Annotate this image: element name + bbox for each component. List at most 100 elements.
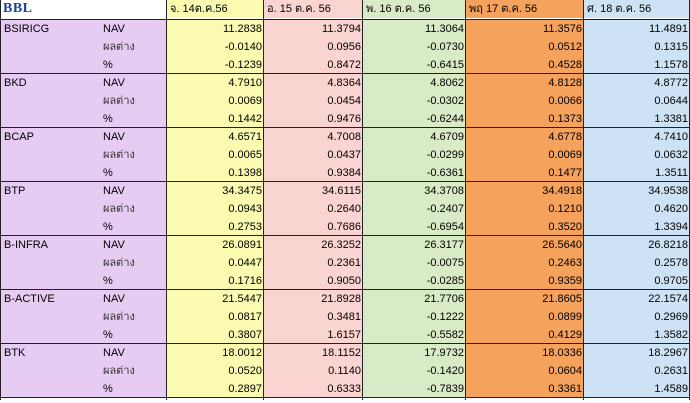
value-cell: 26.5640 (466, 236, 584, 254)
row-label: NAV (101, 290, 167, 308)
row-label: % (101, 218, 167, 236)
value-cell: -0.1222 (363, 308, 466, 326)
value-cell: 34.4918 (466, 182, 584, 200)
value-cell: -0.0299 (363, 146, 466, 164)
row-label: NAV (101, 20, 167, 38)
value-cell: -0.0730 (363, 38, 466, 56)
fund-name-spacer (0, 110, 101, 128)
value-cell: 4.6709 (363, 128, 466, 146)
pct-row: % 0.3807 1.6157 -0.5582 0.4129 1.3582 (0, 326, 690, 344)
fund-name-spacer (0, 362, 101, 380)
value-cell: -0.1420 (363, 362, 466, 380)
row-label: % (101, 326, 167, 344)
value-cell: 21.8605 (466, 290, 584, 308)
fund-name-spacer (0, 380, 101, 398)
value-cell: 0.0956 (264, 38, 363, 56)
pct-row: % 0.2753 0.7686 -0.6954 0.3520 1.3394 (0, 218, 690, 236)
fund-name: BTP (0, 182, 101, 200)
value-cell: 0.0069 (466, 146, 584, 164)
value-cell: 0.3481 (264, 308, 363, 326)
nav-row: BTP NAV 34.3475 34.6115 34.3708 34.4918 34.953… (0, 182, 690, 200)
diff-row: ผลต่าง 0.0817 0.3481 -0.1222 0.0899 0.2969 (0, 308, 690, 326)
pct-row: % -0.1239 0.8472 -0.6415 0.4528 1.1578 (0, 56, 690, 74)
fund-name-spacer (0, 308, 101, 326)
value-cell: 0.9384 (264, 164, 363, 182)
value-cell: -0.5582 (363, 326, 466, 344)
column-separator (362, 0, 363, 403)
diff-row: ผลต่าง -0.0140 0.0956 -0.0730 0.0512 0.1315 (0, 38, 690, 56)
value-cell: 18.2967 (584, 344, 690, 362)
value-cell: 21.8928 (264, 290, 363, 308)
value-cell: 0.9359 (466, 272, 584, 290)
value-cell: 0.0817 (167, 308, 264, 326)
column-separator (0, 0, 1, 403)
value-cell: 0.0512 (466, 38, 584, 56)
value-cell: 21.7706 (363, 290, 466, 308)
value-cell: 4.8772 (584, 74, 690, 92)
row-label: ผลต่าง (101, 254, 167, 272)
value-cell: 0.4620 (584, 200, 690, 218)
value-cell: 4.6778 (466, 128, 584, 146)
value-cell: 0.4528 (466, 56, 584, 74)
diff-row: ผลต่าง 0.0943 0.2640 -0.2407 0.1210 0.4620 (0, 200, 690, 218)
value-cell: 11.3794 (264, 20, 363, 38)
pct-row: % 0.2897 0.6333 -0.7839 0.3361 1.4589 (0, 380, 690, 398)
value-cell: 4.7410 (584, 128, 690, 146)
row-label: NAV (101, 74, 167, 92)
nav-row: BSIRICG NAV 11.2838 11.3794 11.3064 11.3576 11… (0, 20, 690, 38)
value-cell: 4.8128 (466, 74, 584, 92)
value-cell: 17.9732 (363, 344, 466, 362)
fund-name-spacer (0, 56, 101, 74)
value-cell: 0.0447 (167, 254, 264, 272)
row-separator (0, 181, 690, 182)
value-cell: -0.6954 (363, 218, 466, 236)
value-cell: 0.7686 (264, 218, 363, 236)
value-cell: 18.0336 (466, 344, 584, 362)
value-cell: 34.6115 (264, 182, 363, 200)
pct-row: % 0.1716 0.9050 -0.0285 0.9359 0.9705 (0, 272, 690, 290)
row-separator (0, 289, 690, 290)
value-cell: 0.1210 (466, 200, 584, 218)
pct-row: % 0.1442 0.9476 -0.6244 0.1373 1.3381 (0, 110, 690, 128)
value-cell: -0.2407 (363, 200, 466, 218)
value-cell: 34.3475 (167, 182, 264, 200)
fund-name: BTK (0, 344, 101, 362)
value-cell: 0.0069 (167, 92, 264, 110)
row-label: NAV (101, 128, 167, 146)
fund-name-spacer (0, 38, 101, 56)
value-cell: 0.4129 (466, 326, 584, 344)
row-label: ผลต่าง (101, 92, 167, 110)
value-cell: 34.3708 (363, 182, 466, 200)
date-header-2: พ. 16 ต.ค. 56 (363, 0, 466, 18)
fund-name-spacer (0, 254, 101, 272)
bottom-edge (0, 400, 690, 403)
row-label: ผลต่าง (101, 38, 167, 56)
diff-row: ผลต่าง 0.0065 0.0437 -0.0299 0.0069 0.0632 (0, 146, 690, 164)
value-cell: 11.2838 (167, 20, 264, 38)
value-cell: 34.9538 (584, 182, 690, 200)
value-cell: 0.2640 (264, 200, 363, 218)
value-cell: 0.0632 (584, 146, 690, 164)
pct-row: % 0.1398 0.9384 -0.6361 0.1477 1.3511 (0, 164, 690, 182)
value-cell: 0.3520 (466, 218, 584, 236)
fund-name-spacer (0, 200, 101, 218)
value-cell: 11.3064 (363, 20, 466, 38)
value-cell: 0.2753 (167, 218, 264, 236)
value-cell: 18.0012 (167, 344, 264, 362)
value-cell: 0.1716 (167, 272, 264, 290)
value-cell: -0.0302 (363, 92, 466, 110)
value-cell: 0.6333 (264, 380, 363, 398)
date-header-4: ศ. 18 ต.ค. 56 (584, 0, 690, 18)
diff-row: ผลต่าง 0.0520 0.1140 -0.1420 0.0604 0.2631 (0, 362, 690, 380)
fund-name-spacer (0, 92, 101, 110)
brand-logo: BBL (0, 0, 101, 18)
value-cell: 0.0604 (466, 362, 584, 380)
value-cell: 1.3394 (584, 218, 690, 236)
row-label: ผลต่าง (101, 308, 167, 326)
value-cell: 1.3582 (584, 326, 690, 344)
fund-name: BSIRICG (0, 20, 101, 38)
value-cell: 1.6157 (264, 326, 363, 344)
value-cell: 26.0891 (167, 236, 264, 254)
row-label: ผลต่าง (101, 200, 167, 218)
